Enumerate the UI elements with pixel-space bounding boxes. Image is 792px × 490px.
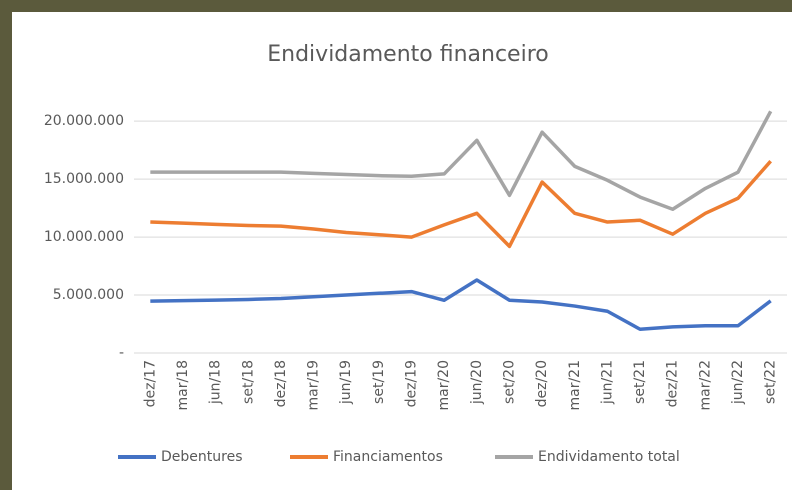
y-tick-label: 20.000.000 [44, 113, 124, 129]
x-tick-label: mar/22 [697, 360, 713, 411]
x-tick-label: jun/19 [338, 360, 354, 405]
frame-top [0, 0, 792, 12]
x-tick-label: set/19 [371, 360, 387, 404]
series-line [150, 160, 772, 249]
x-tick-label: jun/18 [208, 360, 224, 405]
y-tick-label: 10.000.000 [44, 229, 124, 245]
x-tick-label: mar/20 [436, 360, 452, 411]
series-line [150, 110, 773, 212]
x-tick-label: jun/21 [599, 360, 615, 405]
x-tick-label: dez/17 [142, 360, 158, 407]
x-tick-label: set/21 [632, 360, 648, 404]
legend-label: Debentures [161, 449, 242, 465]
x-tick-label: mar/21 [567, 360, 583, 411]
x-tick-label: dez/21 [665, 360, 681, 407]
legend-label: Financiamentos [333, 449, 443, 465]
legend-label: Endividamento total [538, 449, 680, 465]
series-line [150, 278, 772, 331]
chart-title: Endividamento financeiro [267, 42, 548, 67]
x-tick-label: mar/18 [175, 360, 191, 411]
x-tick-label: set/20 [501, 360, 517, 404]
x-tick-label: set/22 [763, 360, 779, 404]
x-tick-label: dez/18 [273, 360, 289, 407]
x-tick-label: jun/22 [730, 360, 746, 405]
y-tick-label: 15.000.000 [44, 171, 124, 187]
x-tick-label: mar/19 [306, 360, 322, 411]
x-tick-label: dez/20 [534, 360, 550, 407]
x-tick-label: jun/20 [469, 360, 485, 405]
y-tick-label: 5.000.000 [53, 287, 124, 303]
x-tick-label: dez/19 [404, 360, 420, 407]
y-tick-label: - [119, 345, 124, 361]
x-tick-label: set/18 [240, 360, 256, 404]
frame-left [0, 0, 12, 490]
